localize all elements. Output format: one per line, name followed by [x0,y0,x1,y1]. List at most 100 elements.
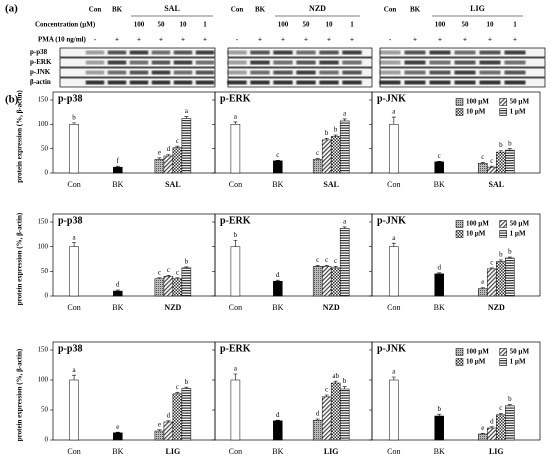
legend-label: 50 µM [510,98,530,106]
conc-value: 100 [278,21,289,29]
pma-sign: + [463,36,467,44]
bar [321,396,332,441]
letter-label: b [185,378,189,386]
blot-band [479,60,501,65]
pma-sign: - [94,36,97,44]
blot-band [429,50,451,55]
error-bar [342,226,347,229]
error-bar [437,413,442,416]
bar [487,268,497,297]
letter-label: a [234,365,238,373]
y-axis-label: protein expression (%, β-actin) [16,348,24,441]
bar [69,124,79,174]
pma-sign: + [438,36,442,44]
lane-label: Con [89,6,102,14]
x-tick-label: BK [112,180,123,189]
blot-band [504,50,526,55]
bar [339,388,350,441]
letter-label: c [499,404,502,412]
blot-band [319,50,339,55]
pma-sign: + [304,36,308,44]
error-bar [157,157,162,160]
pma-sign: + [327,36,331,44]
legend-label: 50 µM [510,348,530,356]
blot-band [129,70,149,75]
legend-label: 10 µM [466,358,486,366]
error-bar [480,287,485,289]
x-tick-label: Con [67,180,80,189]
lane-label: BK [410,6,421,14]
blot-band [454,80,476,85]
y-tick-label: 150 [38,346,49,354]
error-bar [166,274,171,277]
chart-title: p-p38 [58,93,82,104]
chart-title: p-JNK [377,215,406,226]
error-bar [480,161,485,164]
blot-band [129,60,149,65]
bar [434,415,444,441]
bar [163,155,174,174]
bar [181,388,192,441]
bar [312,159,323,174]
conc-value: 1 [350,21,354,29]
error-bar [391,376,396,380]
conc-value: 1 [513,21,517,29]
letter-label: c [176,137,179,145]
x-tick-label: Con [229,303,242,312]
letter-label: d [116,281,120,289]
pma-sign: + [203,36,207,44]
x-tick-label: BK [272,303,283,312]
pma-sign: + [115,36,119,44]
bar [389,246,399,297]
x-tick-label: BK [112,303,123,312]
letter-label: a [343,218,347,226]
blot-band [342,80,362,85]
error-bar [498,259,503,262]
bar [487,166,497,174]
letter-label: e [481,424,484,432]
legend-swatch [455,108,464,116]
bar [321,266,332,297]
x-tick-label: Con [387,447,400,456]
conc-value: 100 [134,21,145,29]
pma-sign: - [236,36,239,44]
letter-label: a [392,234,396,242]
letter-label: d [167,411,171,419]
blot-band [85,50,105,55]
x-tick-label: BK [434,447,445,456]
letter-label: a [343,110,347,118]
error-bar [489,267,494,269]
blot-band [107,70,127,75]
blot-band [273,80,293,85]
blot-band [151,80,171,85]
x-tick-label: SAL [489,180,505,189]
letter-label: c [325,256,328,264]
blot-band [404,80,426,85]
pma-sign: + [488,36,492,44]
error-bar [175,277,180,279]
legend-label: 1 µM [510,108,526,116]
blot-band [504,70,526,75]
x-tick-label: LIG [166,447,181,456]
legend-label: 1 µM [510,230,526,238]
bar [154,430,165,441]
conc-value: 1 [203,21,207,29]
bar [505,257,515,297]
blot-band [129,80,149,85]
bar [330,136,341,174]
lane-label: BK [255,6,266,14]
letter-label: d [276,271,280,279]
blot-band [342,70,362,75]
letter-label: c [167,266,170,274]
chart-title: p-JNK [377,343,406,354]
legend-label: 100 µM [466,220,489,228]
error-bar [333,134,338,137]
error-bar [275,279,280,282]
error-bar [275,419,280,421]
legend-swatch [499,220,507,228]
error-bar [233,121,238,125]
letter-label: b [437,405,441,413]
blot-band [379,80,401,85]
blot-band [296,60,316,65]
pma-label: PMA (10 ng/ml) [38,36,86,44]
